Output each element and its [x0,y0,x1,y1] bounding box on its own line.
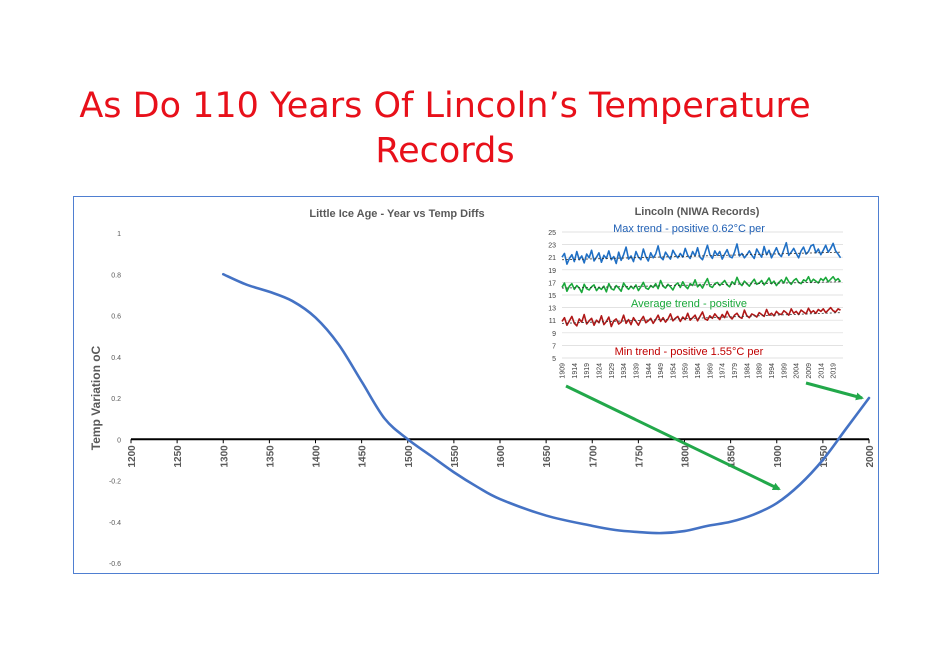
inset-max-trend-annotation: Max trend - positive 0.62°C per [613,223,765,235]
x-tick-label: 1500 [404,445,415,468]
inset-x-tick-label: 1914 [572,363,579,379]
inset-average-temperature-line [561,275,842,294]
x-tick-label: 1200 [127,445,138,468]
arrow-to-1900 [565,384,781,491]
inset-x-tick-label: 1934 [621,363,628,379]
inset-x-tick-label: 1919 [584,363,591,379]
chart-frame [73,196,879,574]
inset-x-tick-label: 1989 [757,363,764,379]
inset-x-tick-label: 2019 [831,363,838,379]
slide-title-line-2: Records [375,130,515,171]
inset-x-tick-label: 1924 [596,363,603,379]
y-tick-label: 0 [117,437,121,444]
inset-max-trend-line [561,251,841,261]
inset-y-tick-label: 25 [548,230,556,237]
inset-y-tick-label: 9 [552,331,556,338]
x-tick-label: 1450 [358,445,369,468]
x-tick-label: 1700 [588,445,599,468]
x-tick-label: 2000 [865,445,876,468]
inset-x-tick-label: 1984 [744,363,751,379]
inset-x-tick-label: 1909 [560,363,567,379]
inset-x-tick-label: 1979 [732,363,739,379]
x-tick-label: 1350 [265,445,276,468]
inset-x-tick-label: 1969 [707,363,714,379]
inset-x-tick-label: 1939 [633,363,640,379]
temperature-anomaly-line [221,272,871,535]
inset-min-trend-annotation: Min trend - positive 1.55°C per [615,346,764,358]
inset-x-tick-label: 2014 [818,363,825,379]
inset-max-temperature-line [561,241,842,265]
y-tick-label: 0.4 [111,355,121,362]
inset-x-tick-label: 1944 [646,363,653,379]
inset-x-tick-label: 1974 [720,363,727,379]
inset-x-tick-label: 1964 [695,363,702,379]
inset-y-tick-label: 23 [548,243,556,250]
x-tick-label: 1550 [450,445,461,468]
x-tick-label: 1750 [634,445,645,468]
y-tick-label: -0.4 [109,520,121,527]
inset-y-tick-label: 11 [549,318,556,325]
arrow-to-2000 [805,381,864,401]
inset-x-tick-label: 1994 [769,363,776,379]
y-tick-label: -0.6 [109,561,121,568]
x-tick-label: 1600 [496,445,507,468]
inset-x-tick-label: 2009 [806,363,813,379]
inset-y-tick-label: 5 [552,356,556,363]
slide-title-line-1: As Do 110 Years Of Lincoln’s Temperature [79,86,811,126]
x-tick-label: 1650 [542,445,553,468]
x-tick-label: 1800 [681,445,692,468]
inset-y-tick-label: 21 [548,255,556,262]
x-tick-label: 1850 [727,445,738,468]
inset-y-tick-label: 19 [548,268,556,275]
inset-x-tick-label: 2004 [794,363,801,379]
inset-x-tick-label: 1999 [781,363,788,379]
inset-y-tick-label: 15 [548,293,556,300]
inset-x-tick-label: 1929 [609,363,616,379]
inset-x-tick-label: 1949 [658,363,665,379]
inset-chart-title: Lincoln (NIWA Records) [635,206,760,218]
x-tick-label: 1250 [173,445,184,468]
inset-y-tick-label: 7 [552,343,556,350]
inset-average-trend-annotation: Average trend - positive [631,298,747,310]
y-tick-label: -0.2 [109,479,121,486]
inset-x-tick-label: 1954 [670,363,677,379]
main-chart-y-axis-label: Temp Variation oC [89,345,103,450]
inset-min-trend-line [561,312,841,324]
y-tick-label: 0.6 [111,314,121,321]
inset-y-tick-label: 13 [548,306,556,313]
x-tick-label: 1900 [773,445,784,468]
x-tick-label: 1400 [312,445,323,468]
y-tick-label: 0.8 [111,272,121,279]
inset-y-tick-label: 17 [548,280,556,287]
main-chart-title: Little Ice Age - Year vs Temp Diffs [309,208,484,220]
inset-x-tick-label: 1959 [683,363,690,379]
inset-average-trend-line [561,281,841,289]
x-tick-label: 1300 [219,445,230,468]
slide-title: As Do 110 Years Of Lincoln’s Temperature… [60,84,830,174]
inset-min-temperature-line [561,306,841,328]
y-tick-label: 0.2 [111,396,121,403]
y-tick-label: 1 [117,231,121,238]
